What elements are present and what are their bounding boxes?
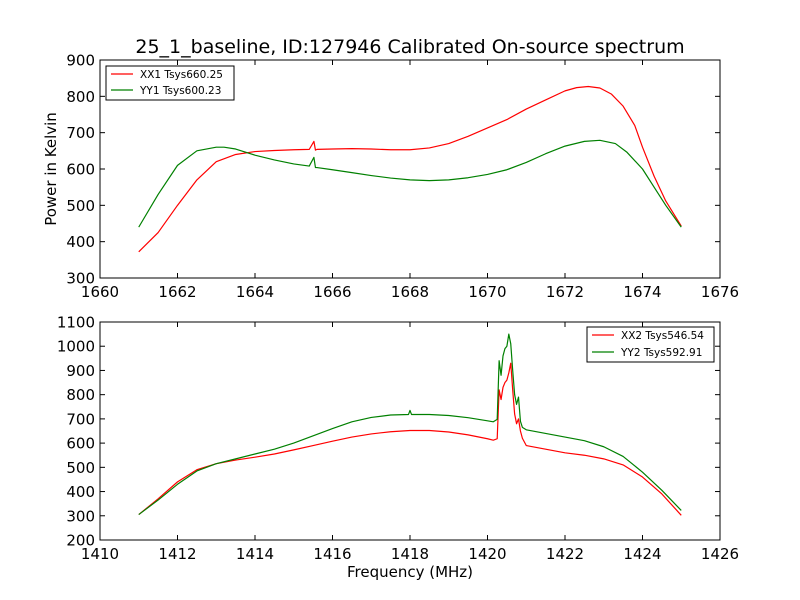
bottom-y-tick-label-3: 500 xyxy=(66,459,95,477)
bottom-series-line-1 xyxy=(138,333,682,516)
top-legend-box xyxy=(105,65,235,101)
top-x-tick-label-8: 1676 xyxy=(701,283,739,301)
bottom-series-line-0 xyxy=(138,362,682,516)
bottom-x-tick-label-1: 1412 xyxy=(158,545,196,563)
top-legend-label-xx1: XX1 Tsys660.25 xyxy=(140,69,223,81)
bottom-legend-box xyxy=(586,326,715,363)
bottom-y-tick-label-5: 700 xyxy=(66,410,95,428)
top-y-tick-label-6: 900 xyxy=(66,52,95,70)
bottom-y-tick-label-0: 200 xyxy=(66,532,95,550)
top-y-tick-label-0: 300 xyxy=(66,270,95,288)
bottom-x-tick-label-6: 1422 xyxy=(546,545,584,563)
bottom-y-tick-label-7: 900 xyxy=(66,362,95,380)
top-x-tick-label-5: 1670 xyxy=(468,283,506,301)
top-legend-label-yy1: YY1 Tsys600.23 xyxy=(139,85,221,97)
bottom-y-tick-label-1: 300 xyxy=(66,507,95,525)
bottom-x-tick-label-4: 1418 xyxy=(391,545,429,563)
top-x-tick-label-7: 1674 xyxy=(623,283,661,301)
top-x-tick-label-3: 1666 xyxy=(313,283,351,301)
bottom-y-tick-label-2: 400 xyxy=(66,483,95,501)
top-x-tick-label-4: 1668 xyxy=(391,283,429,301)
top-series-line-1 xyxy=(138,139,682,228)
bottom-subplot: 1410 1412 1414 1416 1418 1420 1422 1424 1426 200 3… xyxy=(57,314,739,582)
top-legend: XX1 Tsys660.25 YY1 Tsys600.23 xyxy=(105,65,235,101)
top-x-tick-label-2: 1664 xyxy=(236,283,274,301)
bottom-x-tick-label-2: 1414 xyxy=(236,545,274,563)
top-series-line-0 xyxy=(138,85,682,253)
bottom-x-tick-label-3: 1416 xyxy=(313,545,351,563)
bottom-x-tick-label-7: 1424 xyxy=(623,545,661,563)
top-y-tick-label-5: 800 xyxy=(66,88,95,106)
bottom-x-tick-label-5: 1420 xyxy=(468,545,506,563)
bottom-y-tick-label-8: 1000 xyxy=(57,338,95,356)
top-y-axis-label: Power in Kelvin xyxy=(42,112,60,226)
top-y-tick-label-1: 400 xyxy=(66,233,95,251)
bottom-y-tick-label-6: 800 xyxy=(66,386,95,404)
top-y-tick-label-2: 500 xyxy=(66,197,95,215)
bottom-y-tick-label-9: 1100 xyxy=(57,314,95,332)
bottom-x-axis-label: Frequency (MHz) xyxy=(347,563,473,581)
bottom-legend: XX2 Tsys546.54 YY2 Tsys592.91 xyxy=(586,326,715,363)
chart-title: 25_1_baseline, ID:127946 Calibrated On-s… xyxy=(135,36,684,58)
top-x-tick-label-1: 1662 xyxy=(158,283,196,301)
top-x-tick-label-0: 1660 xyxy=(81,283,119,301)
top-x-tick-label-6: 1672 xyxy=(546,283,584,301)
bottom-x-tick-label-8: 1426 xyxy=(701,545,739,563)
bottom-x-tick-label-0: 1410 xyxy=(81,545,119,563)
top-subplot: 1660 1662 1664 1666 1668 1670 1672 1674 1676 300 4… xyxy=(42,52,739,302)
bottom-legend-label-xx2: XX2 Tsys546.54 xyxy=(621,330,704,342)
top-y-tick-label-3: 600 xyxy=(66,161,95,179)
bottom-y-tick-label-4: 600 xyxy=(66,435,95,453)
bottom-legend-label-yy2: YY2 Tsys592.91 xyxy=(620,347,702,359)
top-y-tick-label-4: 700 xyxy=(66,124,95,142)
